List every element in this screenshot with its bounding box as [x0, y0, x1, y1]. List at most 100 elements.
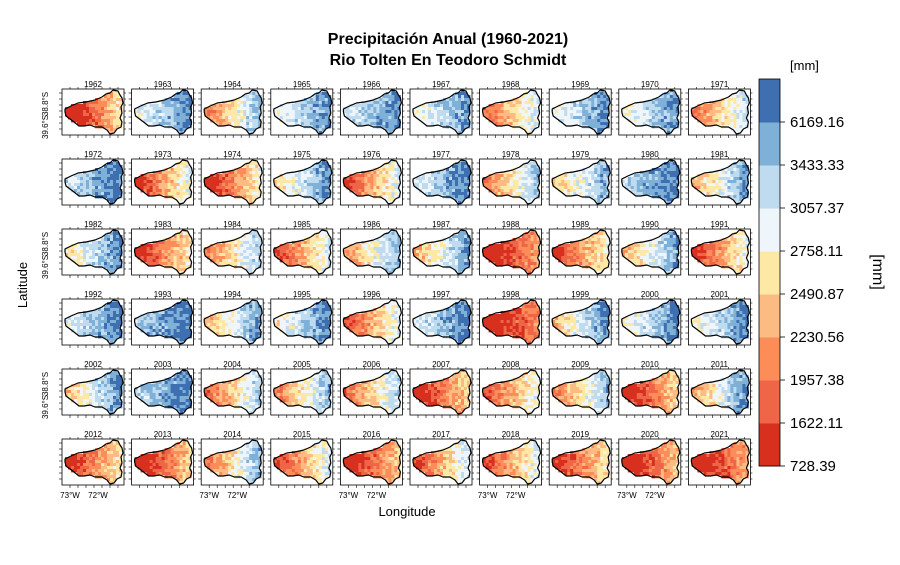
x-tick-label: 72°W — [88, 491, 108, 500]
map-panel: 1963 — [129, 80, 196, 138]
map-panel: 2010 — [616, 360, 683, 418]
precipitation-raster — [622, 229, 679, 274]
precipitation-raster — [274, 369, 331, 414]
colorbar-unit-label: [mm] — [790, 58, 819, 73]
y-axis-label: Latitude — [15, 262, 30, 308]
precipitation-raster — [204, 299, 261, 344]
panel-year-label: 1970 — [641, 80, 659, 89]
panel-year-label: 1989 — [571, 220, 589, 229]
colorbar-tick-label: 2758.11 — [790, 243, 843, 260]
colorbar-tick-label: 2490.87 — [790, 286, 844, 303]
precipitation-raster — [135, 369, 192, 414]
precipitation-raster — [622, 159, 679, 204]
precipitation-raster — [483, 369, 540, 414]
map-panel: 2001 — [685, 290, 752, 348]
panel-year-label: 1980 — [641, 150, 659, 159]
panel-year-label: 1972 — [84, 150, 102, 159]
map-panel: 1976 — [337, 150, 404, 208]
colorbar-tick-label: 728.39 — [790, 458, 836, 475]
colorbar-segment — [759, 337, 780, 381]
panel-year-label: 1962 — [84, 80, 102, 89]
precipitation-raster — [691, 299, 748, 344]
precipitation-raster — [552, 89, 609, 134]
panel-year-label: 2005 — [293, 360, 311, 369]
panel-year-label: 1984 — [223, 220, 241, 229]
panel-year-label: 1964 — [223, 80, 241, 89]
colorbar-segment — [759, 423, 780, 467]
colorbar-segment — [759, 208, 780, 252]
x-tick-label: 73°W — [339, 491, 359, 500]
y-tick-label: 38.8°S — [41, 372, 50, 396]
colorbar-tick-label: 3057.37 — [790, 200, 844, 217]
precipitation-raster — [135, 229, 192, 274]
panel-year-label: 1973 — [154, 150, 172, 159]
panel-year-label: 1967 — [432, 80, 450, 89]
map-panel: 1973 — [129, 150, 196, 208]
map-panel: 2021 — [685, 430, 752, 488]
panel-year-label: 2001 — [711, 290, 729, 299]
map-panel: 1999 — [546, 290, 613, 348]
x-axis-label: Longitude — [378, 504, 435, 519]
map-panel: 1984 — [198, 220, 265, 278]
precipitation-raster — [622, 89, 679, 134]
map-panel: 1975 — [268, 150, 335, 208]
panel-year-label: 1985 — [293, 220, 311, 229]
map-panel: 1989 — [546, 220, 613, 278]
map-panel: 1987 — [407, 220, 474, 278]
precipitation-raster — [204, 229, 261, 274]
y-tick-label: 39.6°S — [41, 395, 50, 419]
precipitation-raster — [135, 89, 192, 134]
map-panel: 1981 — [685, 150, 752, 208]
colorbar-tick-label: 6169.16 — [790, 114, 844, 131]
precipitation-raster — [413, 439, 470, 484]
panel-year-label: 1998 — [502, 290, 520, 299]
panel-year-label: 2012 — [84, 430, 102, 439]
panel-year-label: 2021 — [711, 430, 729, 439]
map-panel: 1993 — [129, 290, 196, 348]
map-panel: 1985 — [268, 220, 335, 278]
y-tick-label: 38.8°S — [41, 232, 50, 256]
y-tick-label: 39.6°S — [41, 255, 50, 279]
map-panel: 1990 — [616, 220, 683, 278]
panel-year-label: 1978 — [502, 150, 520, 159]
y-tick-label: 38.8°S — [41, 92, 50, 116]
precipitation-raster — [204, 439, 261, 484]
panel-year-label: 1976 — [363, 150, 381, 159]
precipitation-raster — [65, 299, 122, 344]
precipitation-raster — [413, 299, 470, 344]
precipitation-raster — [343, 89, 400, 134]
precipitation-raster — [274, 89, 331, 134]
panel-year-label: 1993 — [154, 290, 172, 299]
panel-year-label: 1965 — [293, 80, 311, 89]
precipitation-raster — [274, 159, 331, 204]
precipitation-raster — [65, 229, 122, 274]
map-panel: 2013 — [129, 430, 196, 488]
colorbar-segment — [759, 294, 780, 338]
map-panel: 1978 — [477, 150, 544, 208]
map-panel: 1967 — [407, 80, 474, 138]
panel-year-label: 1969 — [571, 80, 589, 89]
map-panel: 2005 — [268, 360, 335, 418]
colorbar-tick-label: 2230.56 — [790, 329, 844, 346]
map-panel: 2011 — [685, 360, 752, 418]
panel-year-label: 2009 — [571, 360, 589, 369]
panel-year-label: 2014 — [223, 430, 241, 439]
precipitation-raster — [483, 299, 540, 344]
map-panel: 1971 — [685, 80, 752, 138]
panel-year-label: 1977 — [432, 150, 450, 159]
map-panel: 1969 — [546, 80, 613, 138]
map-panel: 1977 — [407, 150, 474, 208]
chart-subtitle: Rio Tolten En Teodoro Schmidt — [330, 52, 567, 69]
precipitation-raster — [135, 439, 192, 484]
map-panel: 2003 — [129, 360, 196, 418]
panel-year-label: 2015 — [293, 430, 311, 439]
panel-year-label: 2007 — [432, 360, 450, 369]
precipitation-raster — [135, 159, 192, 204]
map-panel: 1983 — [129, 220, 196, 278]
precipitation-raster — [343, 229, 400, 274]
